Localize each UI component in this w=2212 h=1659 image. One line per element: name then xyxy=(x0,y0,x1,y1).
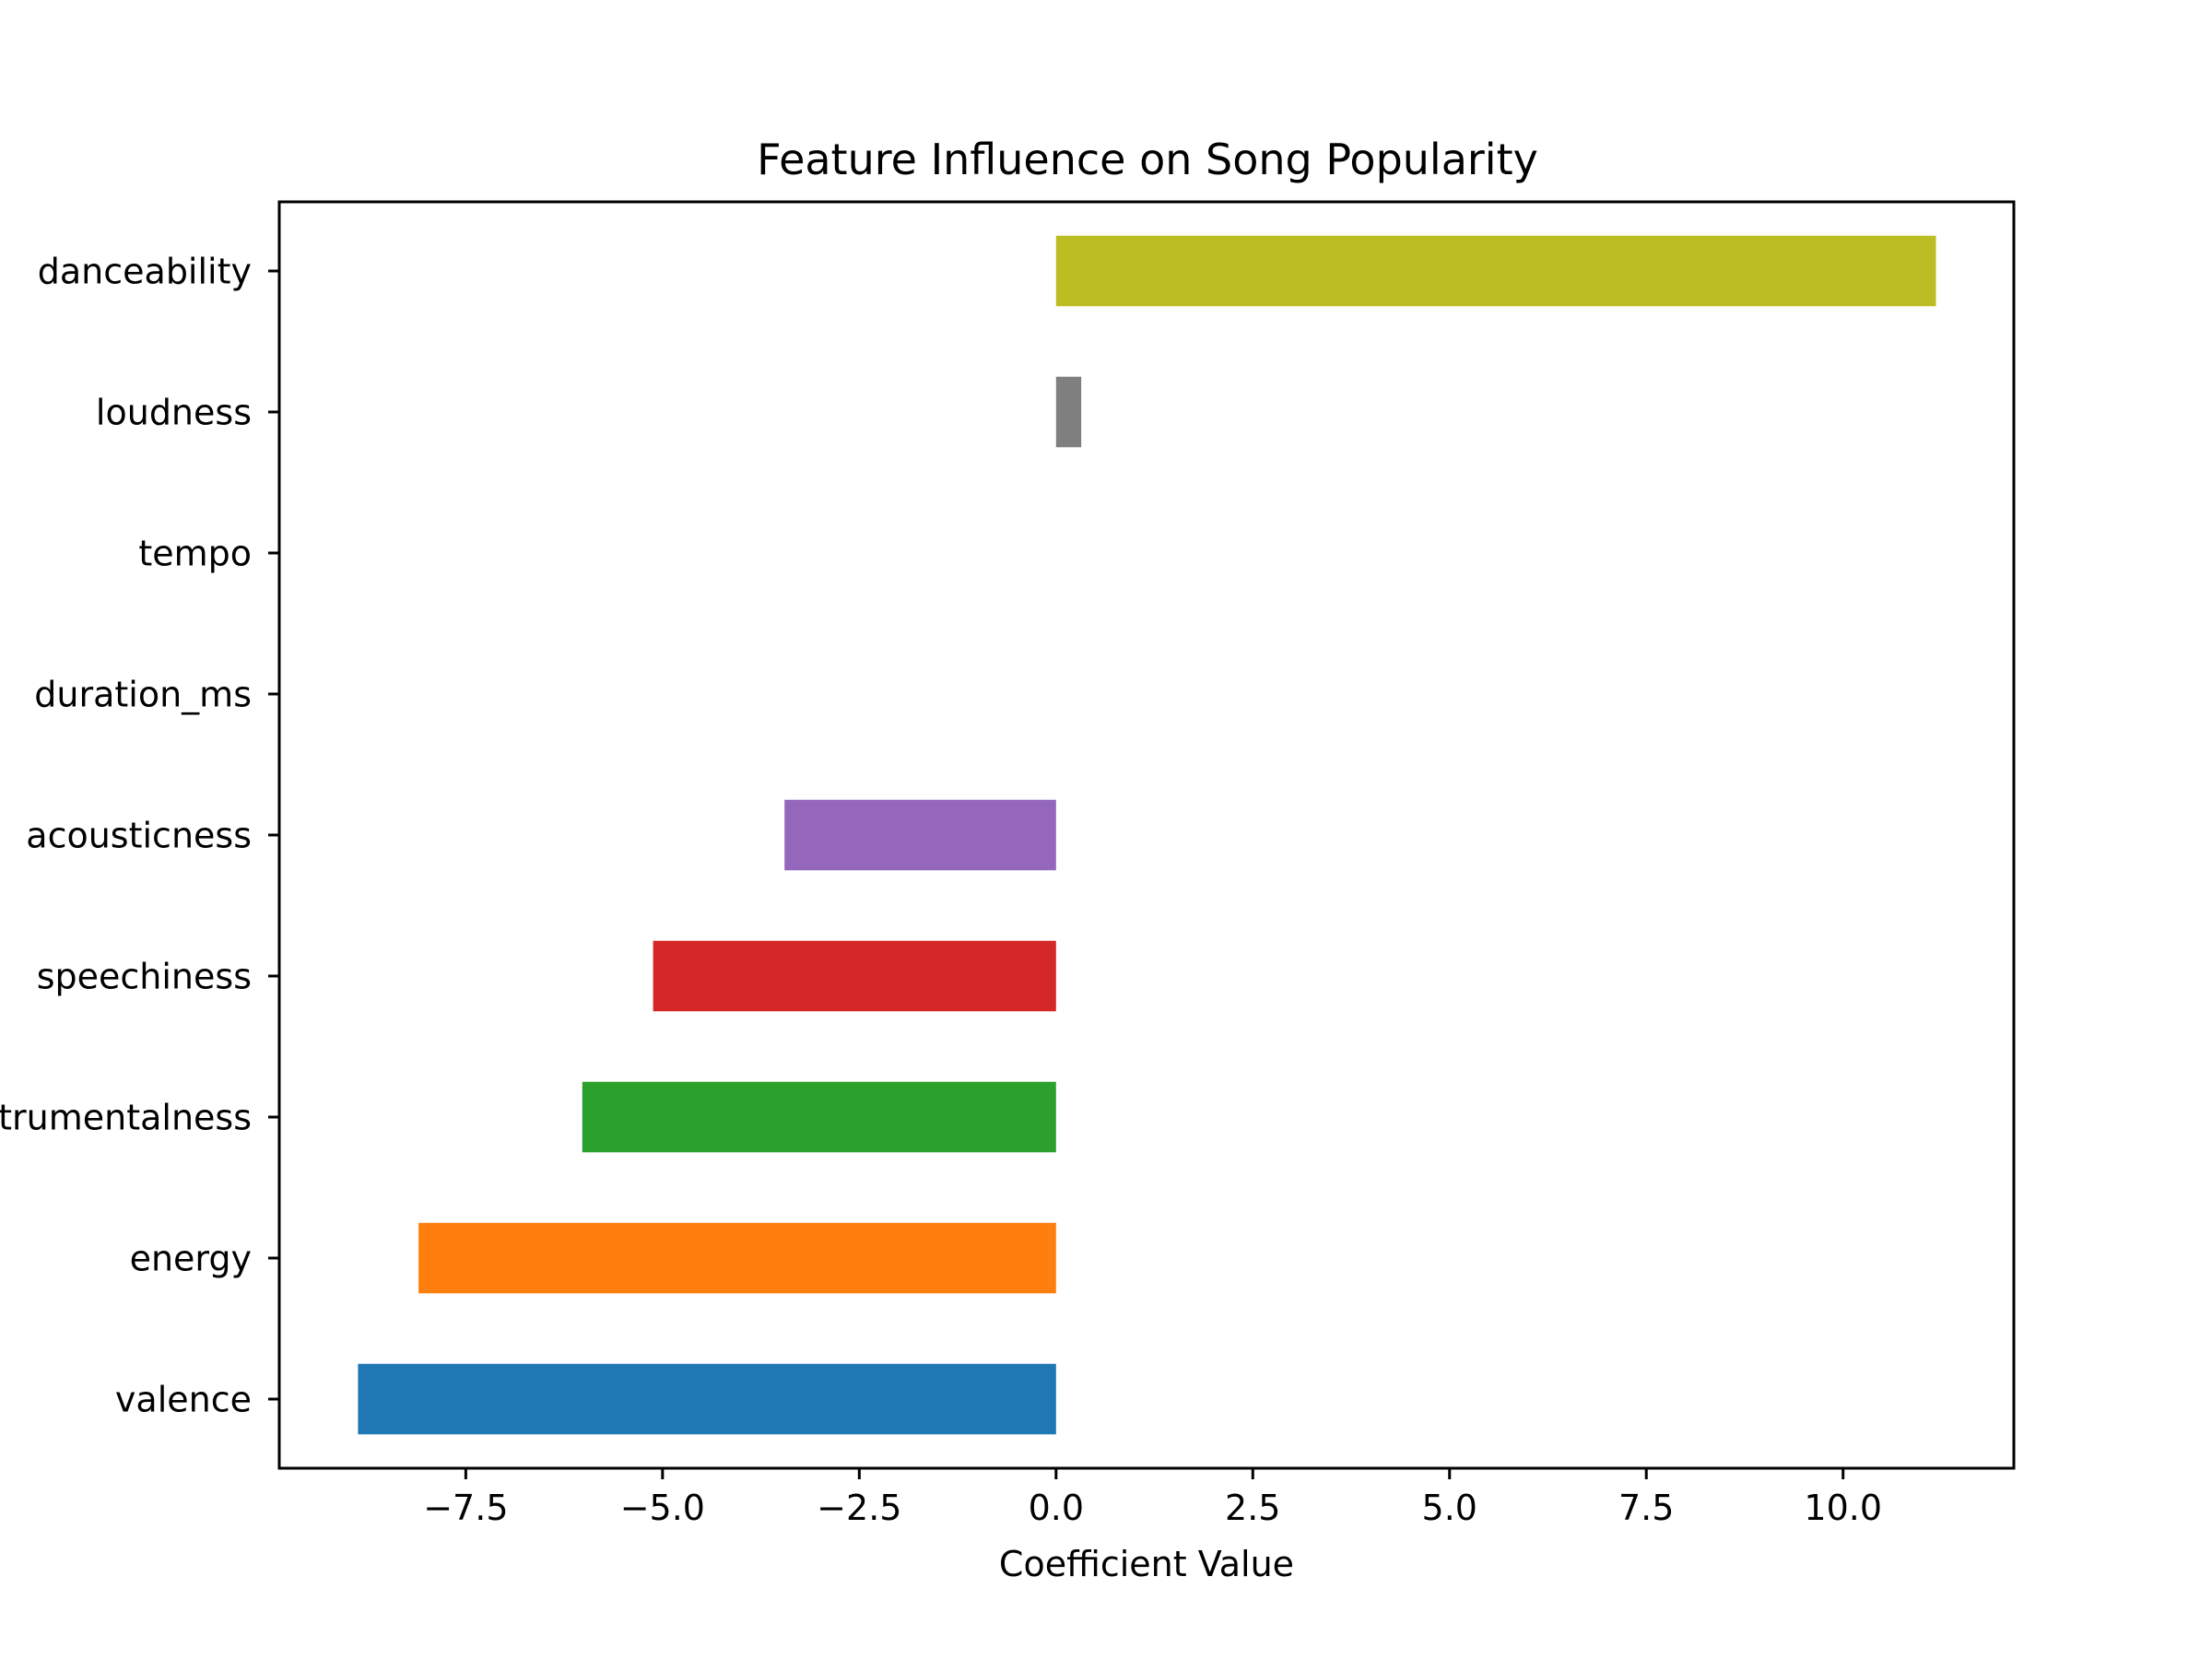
bar-instrumentalness xyxy=(582,1081,1056,1153)
bar-speechiness xyxy=(653,940,1056,1012)
y-tick-label: acousticness xyxy=(26,815,252,855)
x-tick-label: 5.0 xyxy=(1422,1488,1477,1528)
y-tick-label: speechiness xyxy=(37,956,252,996)
x-tick-label: −7.5 xyxy=(423,1488,508,1528)
bar-valence xyxy=(358,1363,1056,1435)
bar-loudness xyxy=(1055,376,1082,448)
bar-acousticness xyxy=(784,799,1056,871)
x-axis: −7.5 −5.0 −2.5 0.0 2.5 5.0 7.5 10.0 xyxy=(423,1468,1882,1528)
bar-danceability xyxy=(1055,235,1936,307)
x-tick-label: 10.0 xyxy=(1804,1488,1882,1528)
y-tick-label: energy xyxy=(130,1238,252,1278)
y-tick-label: valence xyxy=(115,1379,252,1419)
x-tick-label: 7.5 xyxy=(1618,1488,1674,1528)
y-tick-label: duration_ms xyxy=(34,674,252,714)
y-tick-label: instrumentalness xyxy=(0,1097,252,1137)
bar-layer xyxy=(358,235,1936,1435)
x-tick-label: −5.0 xyxy=(620,1488,705,1528)
x-tick-label: −2.5 xyxy=(817,1488,901,1528)
x-axis-label: Coefficient Value xyxy=(999,1544,1294,1584)
x-tick-label: 0.0 xyxy=(1029,1488,1084,1528)
chart-title: Feature Influence on Song Popularity xyxy=(757,135,1538,184)
y-axis: valence energy instrumentalness speechiness… xyxy=(0,251,279,1419)
x-tick-label: 2.5 xyxy=(1225,1488,1280,1528)
bar-energy xyxy=(418,1222,1056,1294)
y-tick-label: danceability xyxy=(38,251,252,291)
y-tick-label: loudness xyxy=(96,392,252,432)
y-tick-label: tempo xyxy=(138,533,252,573)
